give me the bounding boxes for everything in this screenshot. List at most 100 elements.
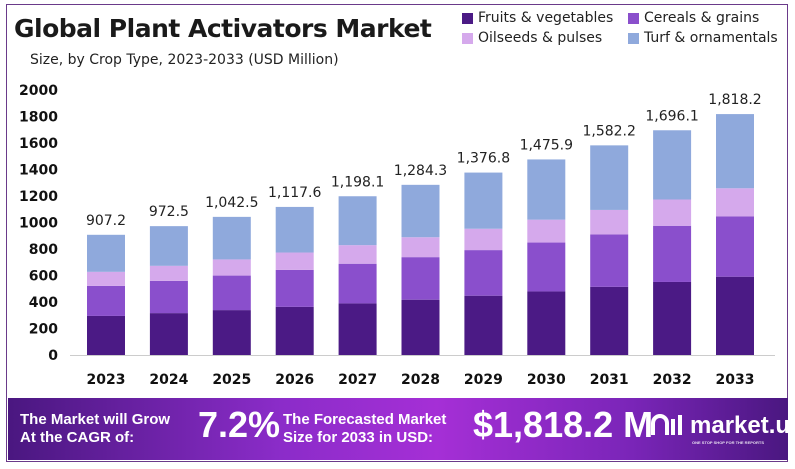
bar-segment-oilseeds-pulses-2031	[590, 209, 629, 235]
bar-segment-oilseeds-pulses-2025	[212, 259, 251, 276]
legend-swatch	[462, 32, 473, 44]
bar-segment-oilseeds-pulses-2024	[149, 265, 188, 281]
bar-segment-oilseeds-pulses-2027	[338, 245, 377, 264]
bar-segment-turf-ornamentals-2029	[464, 172, 503, 229]
x-tick-label: 2025	[212, 372, 251, 388]
legend-swatch	[628, 12, 639, 24]
bar-segment-cereals-grains-2026	[275, 269, 314, 307]
legend-item-oilseeds: Oilseeds & pulses	[462, 30, 628, 46]
y-tick-label: 1600	[19, 136, 58, 152]
bar-segment-turf-ornamentals-2031	[590, 145, 629, 210]
legend-label: Turf & ornamentals	[644, 30, 778, 46]
market-us-logo: market.us ONE STOP SHOP FOR THE REPORTS	[650, 412, 795, 445]
x-tick-label: 2033	[716, 372, 755, 388]
legend-label: Cereals & grains	[644, 10, 760, 26]
x-tick-label: 2026	[275, 372, 314, 388]
legend-item-turf: Turf & ornamentals	[628, 30, 792, 46]
total-label-2032: 1,696.1	[645, 108, 698, 124]
logo-tagline: ONE STOP SHOP FOR THE REPORTS	[692, 440, 765, 445]
total-label-2028: 1,284.3	[394, 163, 447, 179]
bar-segment-fruits-vegetables-2026	[275, 306, 314, 355]
cagr-label: The Market will Grow At the CAGR of:	[20, 411, 170, 447]
total-label-2023: 907.2	[86, 213, 126, 229]
y-tick-label: 200	[29, 322, 58, 338]
total-label-2026: 1,117.6	[268, 185, 322, 201]
bar-segment-cereals-grains-2025	[212, 275, 251, 311]
bar-segment-fruits-vegetables-2028	[401, 299, 440, 355]
bar-segment-turf-ornamentals-2025	[212, 216, 251, 260]
bar-segment-oilseeds-pulses-2033	[716, 188, 754, 217]
bar-segment-cereals-grains-2030	[527, 242, 566, 292]
bar-segment-turf-ornamentals-2030	[527, 159, 566, 220]
bar-segment-cereals-grains-2031	[590, 234, 629, 287]
bar-segment-cereals-grains-2027	[338, 263, 377, 304]
bar-segment-oilseeds-pulses-2029	[464, 228, 503, 251]
forecast-label-line2: Size for 2033 in USD:	[283, 429, 434, 446]
chart-title: Global Plant Activators Market	[14, 14, 432, 43]
bar-segment-fruits-vegetables-2025	[212, 310, 251, 355]
bar-segment-cereals-grains-2033	[716, 216, 754, 277]
forecast-value: $1,818.2 M	[473, 404, 654, 445]
bar-segment-cereals-grains-2028	[401, 257, 440, 300]
y-tick-label: 400	[29, 295, 58, 311]
bar-segment-fruits-vegetables-2027	[338, 303, 377, 355]
bar-segment-turf-ornamentals-2027	[338, 196, 377, 246]
x-tick-label: 2028	[401, 372, 440, 388]
x-tick-label: 2029	[464, 372, 503, 388]
bar-segment-oilseeds-pulses-2030	[527, 219, 566, 243]
x-tick-label: 2023	[87, 372, 126, 388]
total-label-2031: 1,582.2	[582, 123, 635, 139]
legend-swatch	[628, 32, 639, 44]
y-tick-label: 1400	[19, 163, 58, 179]
bar-segment-cereals-grains-2024	[149, 280, 188, 314]
y-tick-label: 1800	[19, 110, 58, 126]
bar-segment-oilseeds-pulses-2023	[87, 271, 125, 286]
y-tick-label: 800	[29, 242, 58, 258]
logo-icon	[651, 414, 682, 435]
cagr-value: 7.2%	[198, 404, 281, 445]
total-label-2030: 1,475.9	[520, 137, 573, 153]
bar-segment-turf-ornamentals-2024	[149, 226, 188, 266]
total-label-2029: 1,376.8	[457, 151, 510, 167]
logo-text: market.us	[690, 412, 795, 439]
legend-label: Fruits & vegetables	[478, 10, 614, 26]
x-tick-label: 2032	[653, 372, 692, 388]
bar-segment-cereals-grains-2023	[87, 285, 125, 316]
total-label-2033: 1,818.2	[708, 92, 761, 108]
bar-segment-turf-ornamentals-2026	[275, 206, 314, 253]
forecast-label-line1: The Forecasted Market	[283, 411, 447, 428]
bar-segment-fruits-vegetables-2030	[527, 291, 566, 355]
legend-item-fruits: Fruits & vegetables	[462, 10, 628, 26]
x-tick-label: 2027	[338, 372, 377, 388]
summary-banner: The Market will Grow At the CAGR of: 7.2%…	[8, 398, 795, 460]
bar-segment-cereals-grains-2032	[653, 225, 692, 282]
total-label-2027: 1,198.1	[331, 174, 384, 190]
chart-frame	[6, 4, 788, 462]
y-tick-label: 600	[29, 269, 58, 285]
legend-item-cereals: Cereals & grains	[628, 10, 792, 26]
legend: Fruits & vegetables Cereals & grains Oil…	[462, 10, 792, 46]
bar-segment-turf-ornamentals-2028	[401, 184, 440, 238]
chart-subtitle: Size, by Crop Type, 2023-2033 (USD Milli…	[30, 52, 339, 68]
bar-segment-oilseeds-pulses-2028	[401, 237, 440, 258]
bar-segment-fruits-vegetables-2033	[716, 276, 754, 355]
bar-segment-fruits-vegetables-2024	[149, 313, 188, 355]
bar-segment-turf-ornamentals-2033	[716, 114, 754, 189]
bar-segment-turf-ornamentals-2023	[87, 234, 125, 272]
bar-segment-cereals-grains-2029	[464, 250, 503, 296]
x-tick-label: 2031	[590, 372, 629, 388]
x-tick-label: 2024	[149, 372, 188, 388]
y-tick-label: 0	[48, 348, 58, 364]
y-tick-label: 1200	[19, 189, 58, 205]
bar-segment-fruits-vegetables-2023	[87, 315, 125, 355]
bar-segment-fruits-vegetables-2031	[590, 286, 629, 355]
y-tick-label: 1000	[19, 216, 58, 232]
bar-segment-oilseeds-pulses-2032	[653, 199, 692, 226]
stacked-bar-chart: 0 200 400 600 800 1000 1200 1400 1600 1800 2000 907…	[19, 83, 775, 388]
total-label-2024: 972.5	[149, 204, 189, 220]
total-label-2025: 1,042.5	[205, 195, 258, 211]
bar-segment-fruits-vegetables-2029	[464, 295, 503, 355]
legend-label: Oilseeds & pulses	[478, 30, 603, 46]
forecast-label: The Forecasted Market Size for 2033 in US…	[283, 411, 446, 447]
bar-segment-oilseeds-pulses-2026	[275, 252, 314, 270]
